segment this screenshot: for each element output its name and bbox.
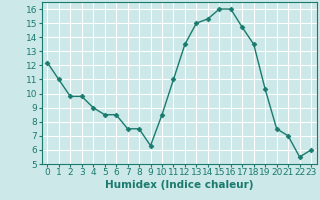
- X-axis label: Humidex (Indice chaleur): Humidex (Indice chaleur): [105, 180, 253, 190]
